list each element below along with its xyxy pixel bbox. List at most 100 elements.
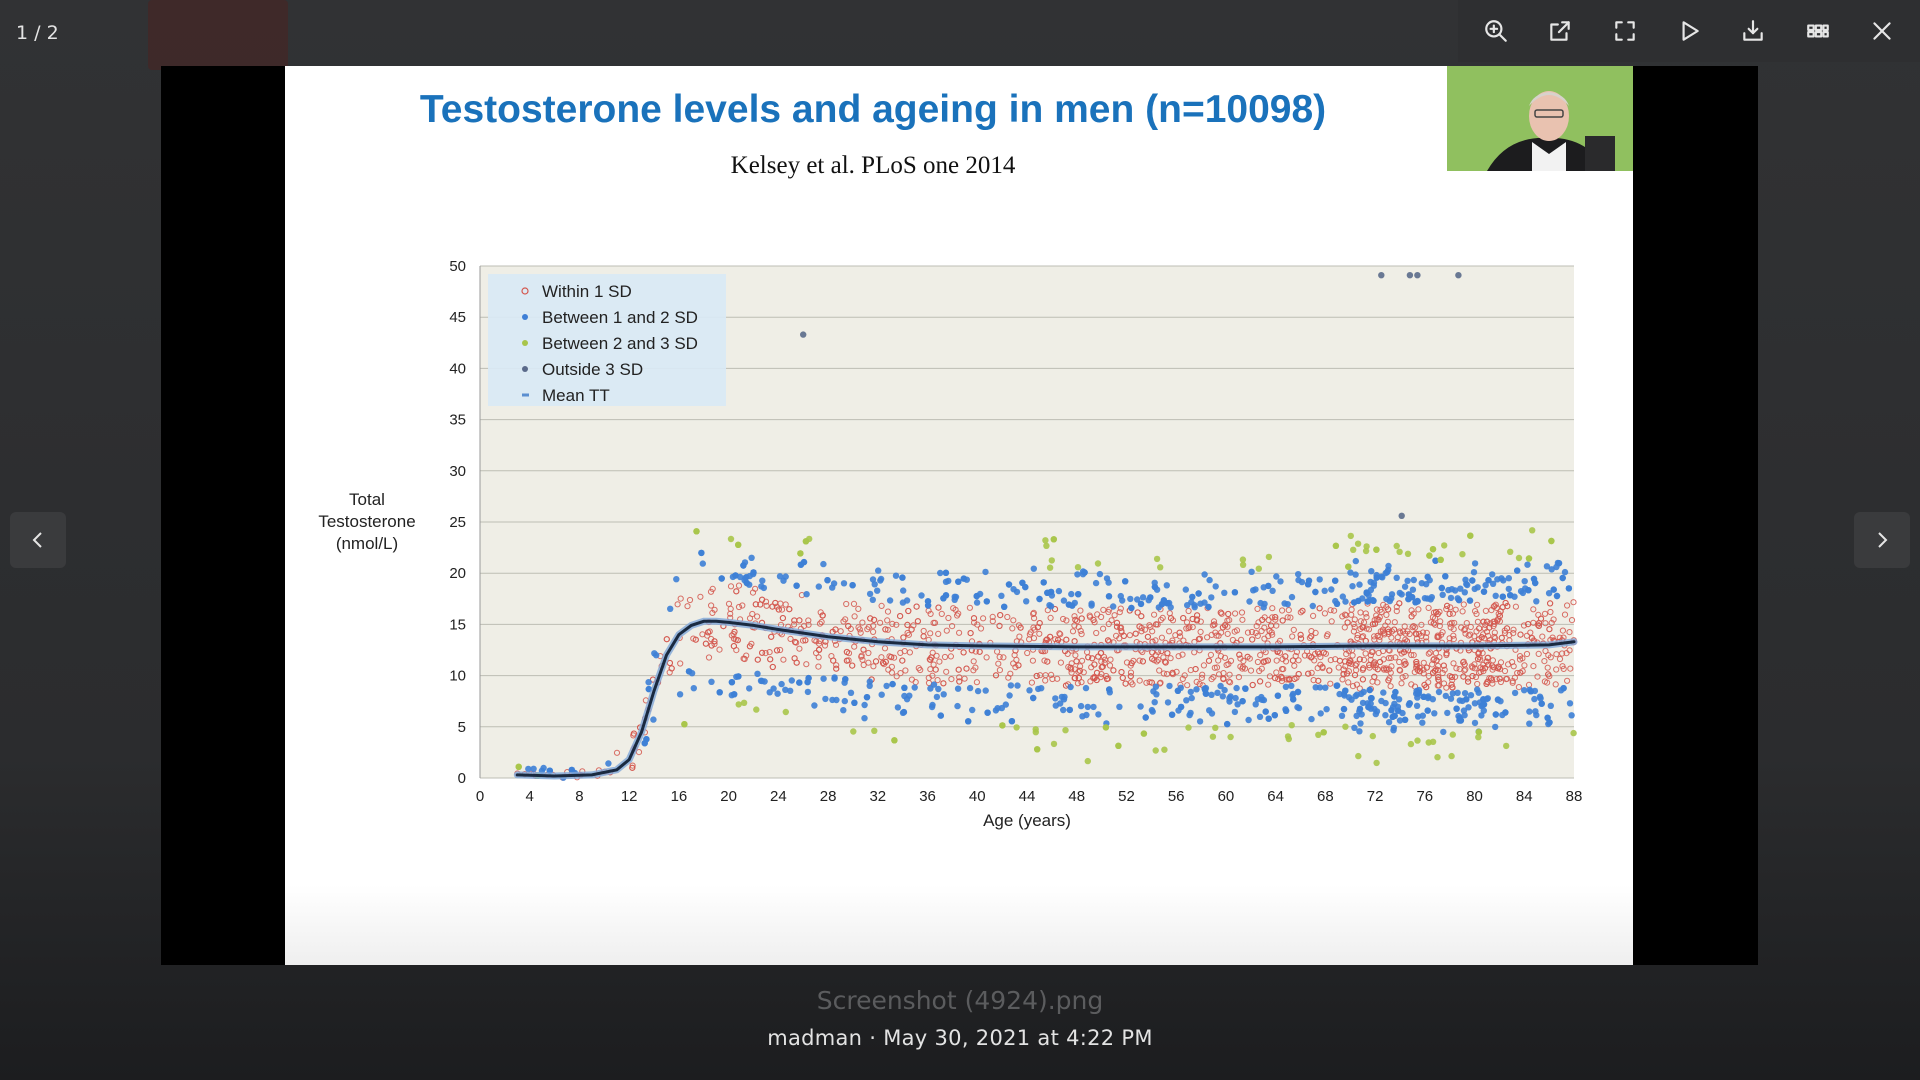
within-1-sd-point <box>1366 662 1373 669</box>
within-1-sd-point <box>974 621 981 628</box>
within-1-sd-point <box>1479 665 1486 672</box>
between-1-2-sd-point <box>1036 595 1043 603</box>
within-1-sd-point <box>1402 673 1409 680</box>
within-1-sd-point <box>739 602 746 609</box>
within-1-sd-point <box>1383 665 1390 672</box>
within-1-sd-point <box>1440 680 1448 687</box>
within-1-sd-point <box>1484 654 1491 662</box>
within-1-sd-point <box>1077 663 1084 670</box>
between-1-2-sd-point <box>1252 701 1259 708</box>
between-1-2-sd-point <box>1206 576 1213 584</box>
within-1-sd-point <box>1146 679 1153 686</box>
within-1-sd-point <box>1432 650 1440 657</box>
between-2-3-sd-point <box>1032 729 1039 736</box>
x-tick-label: 76 <box>1416 788 1433 805</box>
slide-title: Testosterone levels and ageing in men (n… <box>419 88 1327 131</box>
within-1-sd-point <box>1016 633 1023 640</box>
within-1-sd-point <box>1108 617 1115 624</box>
within-1-sd-point <box>749 589 757 596</box>
within-1-sd-point <box>1459 608 1466 615</box>
zoom-in-button[interactable] <box>1476 11 1516 51</box>
between-1-2-sd-point <box>847 689 855 696</box>
grid-view-button[interactable] <box>1798 11 1838 51</box>
within-1-sd-point <box>1371 633 1378 640</box>
within-1-sd-point <box>1219 624 1227 631</box>
outside-3-sd-point <box>1455 272 1462 279</box>
between-1-2-sd-point <box>861 701 868 709</box>
within-1-sd-point <box>1490 623 1497 630</box>
between-1-2-sd-point <box>1412 599 1419 606</box>
within-1-sd-point <box>1227 657 1235 664</box>
within-1-sd-point <box>917 666 924 674</box>
within-1-sd-point <box>1078 631 1085 638</box>
within-1-sd-point <box>1453 665 1460 672</box>
open-external-button[interactable] <box>1540 11 1580 51</box>
slideshow-play-button[interactable] <box>1669 11 1709 51</box>
between-2-3-sd-point <box>1515 554 1523 562</box>
within-1-sd-point <box>1443 650 1450 657</box>
between-2-3-sd-point <box>1152 747 1159 754</box>
within-1-sd-point <box>1087 678 1094 685</box>
within-1-sd-point <box>759 649 766 656</box>
between-1-2-sd-point <box>1471 700 1479 707</box>
within-1-sd-point <box>1072 616 1079 623</box>
within-1-sd-point <box>1078 615 1085 622</box>
within-1-sd-point <box>1272 614 1279 621</box>
download-button[interactable] <box>1733 11 1773 51</box>
within-1-sd-point <box>802 637 809 644</box>
outside-3-sd-point <box>1378 272 1385 279</box>
within-1-sd-point <box>952 606 959 613</box>
within-1-sd-point <box>1268 622 1275 629</box>
within-1-sd-point <box>805 621 812 628</box>
within-1-sd-point <box>1080 669 1087 676</box>
within-1-sd-point <box>818 618 825 626</box>
next-image-button[interactable] <box>1854 512 1910 568</box>
within-1-sd-point <box>1207 651 1215 658</box>
within-1-sd-point <box>1439 669 1446 677</box>
within-1-sd-point <box>1113 619 1121 626</box>
between-1-2-sd-point <box>1096 570 1104 578</box>
between-1-2-sd-point <box>900 708 908 716</box>
between-2-3-sd-point <box>1094 560 1102 567</box>
within-1-sd-point <box>1076 667 1084 674</box>
fullscreen-button[interactable] <box>1605 11 1645 51</box>
between-2-3-sd-point <box>1362 547 1370 555</box>
between-1-2-sd-point <box>937 712 944 719</box>
within-1-sd-point <box>1278 673 1285 680</box>
within-1-sd-point <box>1073 618 1081 625</box>
within-1-sd-point <box>1297 635 1305 642</box>
between-1-2-sd-point <box>1561 568 1569 576</box>
y-tick-label: 10 <box>449 668 466 685</box>
y-tick-label: 40 <box>449 360 466 377</box>
within-1-sd-point <box>899 657 906 664</box>
between-1-2-sd-point <box>690 685 697 692</box>
within-1-sd-point <box>830 657 837 664</box>
within-1-sd-point <box>686 596 694 604</box>
within-1-sd-point <box>1360 665 1367 672</box>
within-1-sd-point <box>1104 637 1112 644</box>
previous-image-button[interactable] <box>10 512 66 568</box>
within-1-sd-point <box>1396 628 1403 635</box>
between-1-2-sd-point <box>1449 690 1457 697</box>
between-1-2-sd-point <box>851 699 858 706</box>
within-1-sd-point <box>1292 652 1299 660</box>
close-button[interactable] <box>1862 11 1902 51</box>
within-1-sd-point <box>709 609 716 616</box>
between-2-3-sd-point <box>735 541 742 548</box>
within-1-sd-point <box>1090 616 1097 623</box>
within-1-sd-point <box>1374 632 1381 639</box>
between-1-2-sd-point <box>1526 720 1533 727</box>
between-1-2-sd-point <box>1055 587 1063 595</box>
between-1-2-sd-point <box>1196 718 1204 725</box>
within-1-sd-point <box>977 625 985 632</box>
between-1-2-sd-point <box>1256 713 1264 720</box>
within-1-sd-point <box>1553 651 1560 658</box>
between-2-3-sd-point <box>1084 757 1091 765</box>
x-tick-label: 84 <box>1516 788 1533 805</box>
within-1-sd-point <box>1134 609 1141 616</box>
within-1-sd-point <box>780 656 787 663</box>
within-1-sd-point <box>1359 676 1367 683</box>
within-1-sd-point <box>1449 676 1456 684</box>
x-tick-label: 16 <box>671 788 688 805</box>
